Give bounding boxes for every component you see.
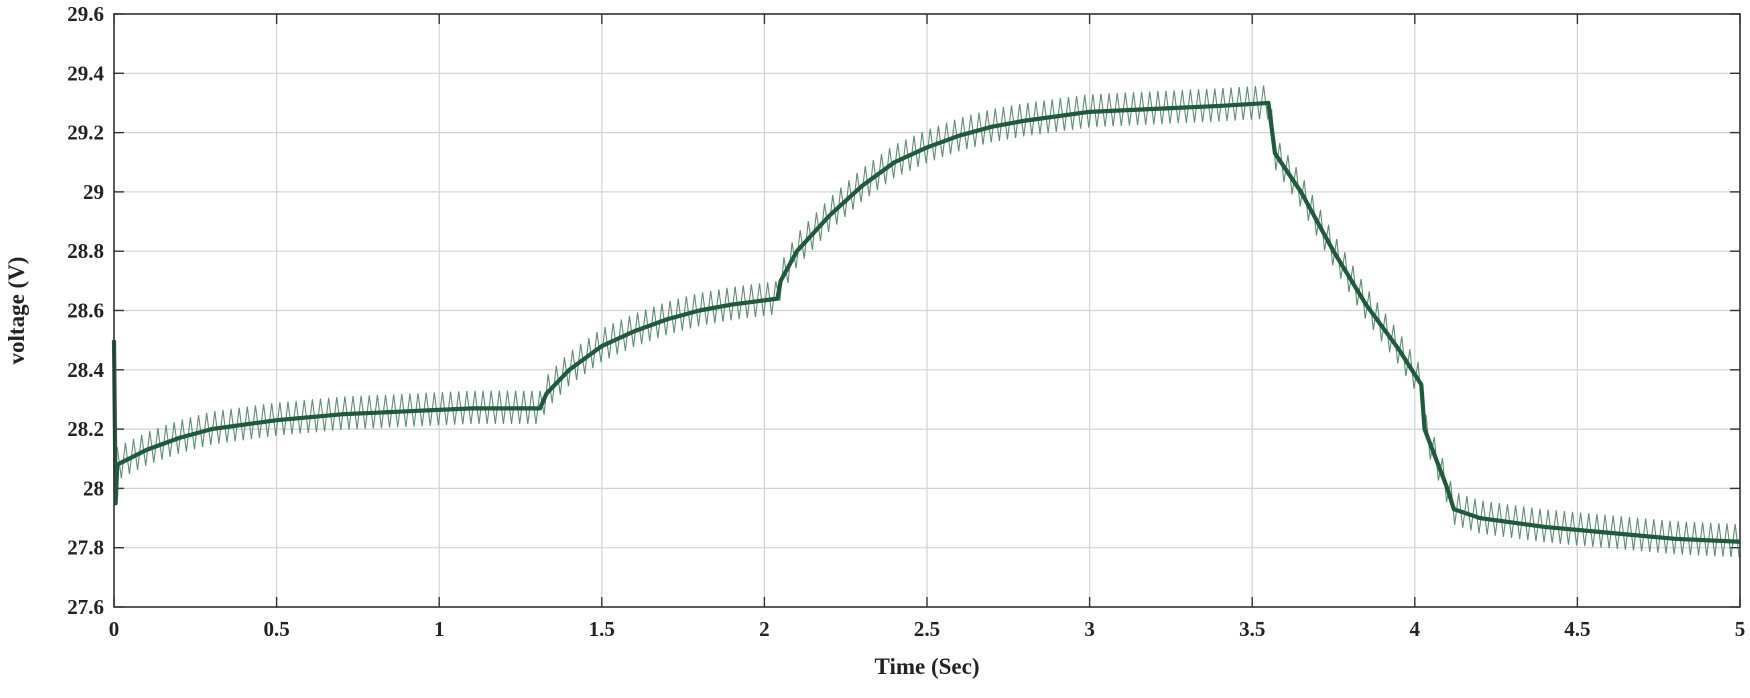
x-tick-label: 1.5 — [589, 617, 615, 641]
series-main-line — [111, 100, 1741, 544]
series-ripple-band — [116, 85, 1740, 558]
y-tick-label: 29.4 — [67, 61, 104, 85]
x-tick-label: 3.5 — [1239, 617, 1265, 641]
y-tick-label: 27.6 — [67, 595, 104, 619]
x-tick-label: 0.5 — [263, 617, 289, 641]
series-line — [111, 100, 1741, 544]
x-tick-label: 1 — [434, 617, 445, 641]
y-tick-label: 28.6 — [67, 299, 104, 323]
series-ripple-path — [116, 85, 1740, 558]
x-tick-label: 5 — [1735, 617, 1746, 641]
y-tick-labels: 27.6 27.8 28 28.2 28.4 28.6 28.8 29 29.2 29.4 29.6 — [67, 2, 104, 619]
y-tick-label: 28.8 — [67, 239, 104, 263]
y-tick-label: 29.2 — [67, 121, 104, 145]
x-tick-labels: 0 0.5 1 1.5 2 2.5 3 3.5 4 4.5 5 — [109, 617, 1746, 641]
x-tick-label: 3 — [1084, 617, 1095, 641]
grid-lines — [113, 13, 1741, 608]
y-tick-label: 28 — [83, 476, 104, 500]
x-axis-title: Time (Sec) — [875, 654, 980, 679]
x-tick-label: 2.5 — [914, 617, 940, 641]
y-tick-label: 29.6 — [67, 2, 104, 26]
y-tick-label: 29 — [83, 180, 104, 204]
y-tick-label: 27.8 — [67, 536, 104, 560]
x-tick-label: 4.5 — [1564, 617, 1590, 641]
y-tick-label: 28.4 — [67, 358, 104, 382]
y-axis-title: voltage (V) — [4, 257, 29, 365]
x-tick-label: 2 — [759, 617, 770, 641]
plot-frame — [113, 13, 1741, 608]
x-tick-label: 0 — [109, 617, 120, 641]
y-tick-label: 28.2 — [67, 417, 104, 441]
x-tick-label: 4 — [1410, 617, 1421, 641]
